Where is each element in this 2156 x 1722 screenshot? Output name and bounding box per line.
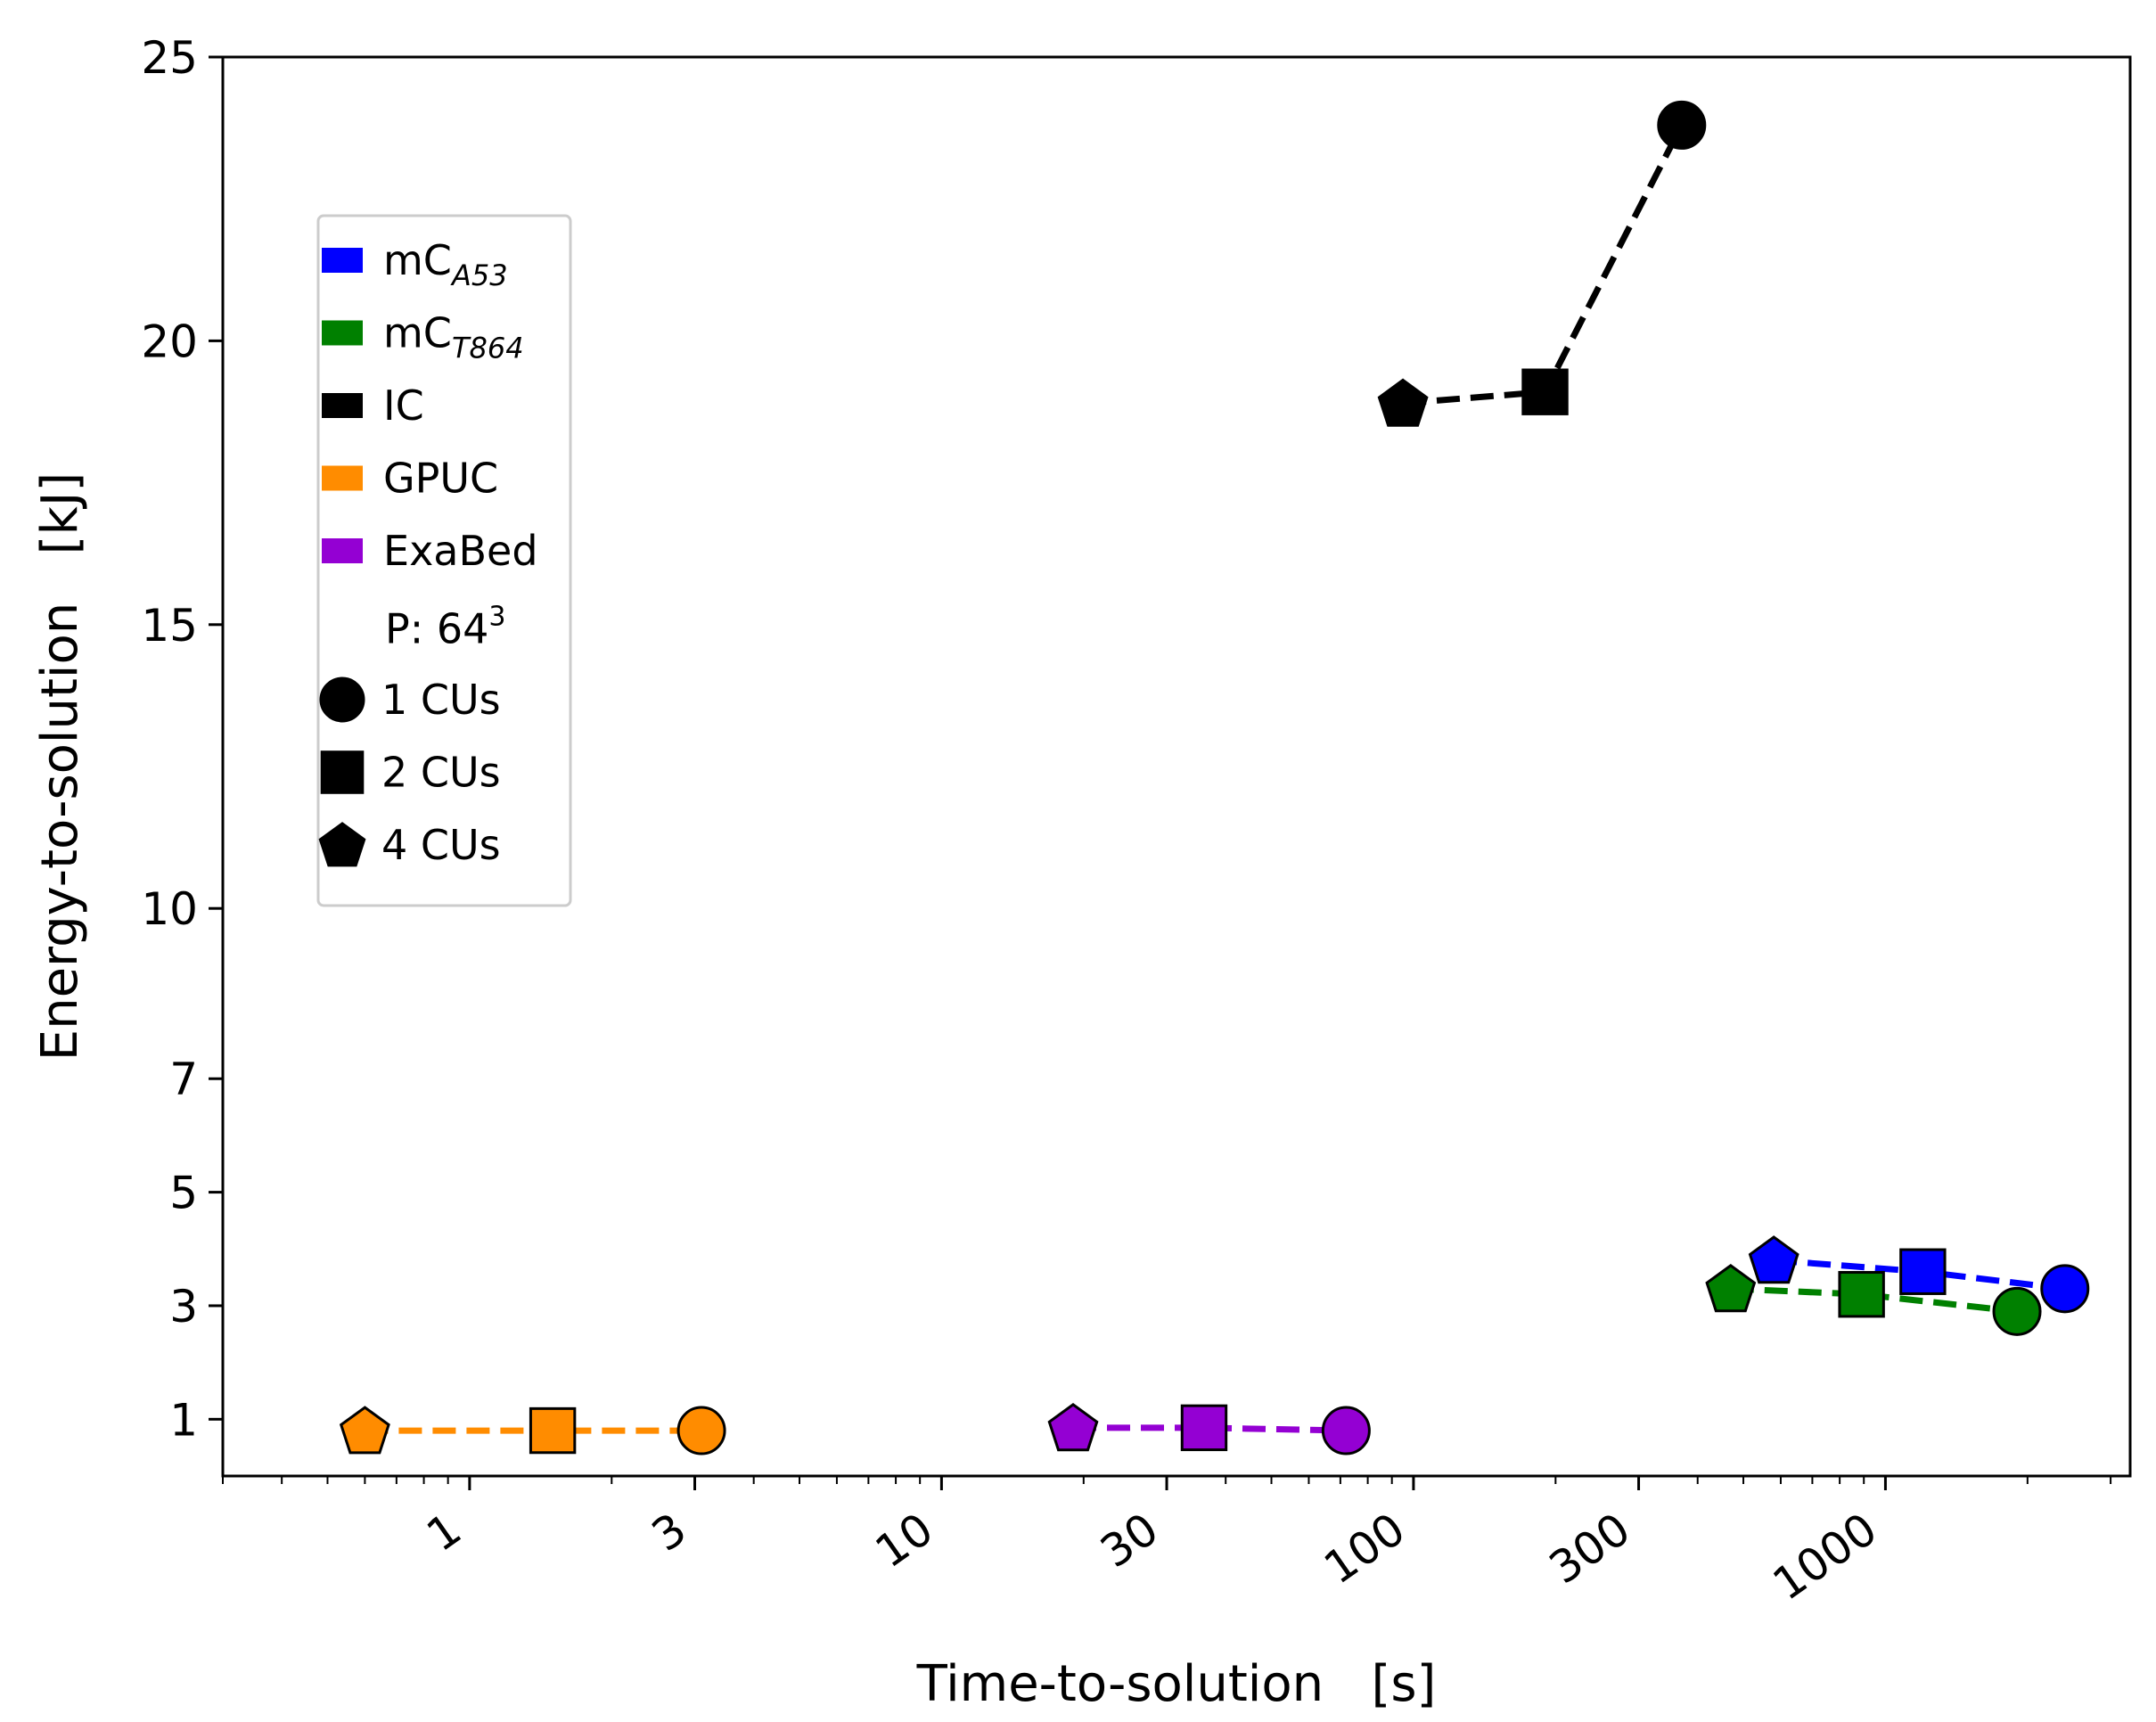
legend-label-ic: IC — [383, 381, 424, 430]
data-point-exabed — [1321, 1406, 1371, 1456]
x-tick-label: 30 — [1092, 1503, 1168, 1578]
data-point-mc-t864 — [1705, 1264, 1757, 1313]
y-tick-label: 3 — [169, 1281, 198, 1332]
y-tick-label: 15 — [141, 600, 198, 652]
x-tick-label: 10 — [866, 1503, 942, 1578]
data-point-mc-a53 — [2040, 1264, 2090, 1314]
data-point-ic — [1377, 378, 1429, 427]
series-line-mc-t864 — [1730, 1285, 2018, 1315]
x-axis-ticks: 1 3 10 30 100 300 1000 — [222, 1476, 2112, 1611]
x-axis-label: Time-to-solution [s] — [916, 1655, 1437, 1713]
x-tick-label: 3 — [643, 1503, 695, 1562]
series-markers — [339, 100, 2090, 1456]
y-axis-ticks: 1 3 5 7 10 15 20 25 — [141, 32, 223, 1446]
y-tick-label: 20 — [141, 316, 198, 367]
legend-marker-label-square: 2 CUs — [381, 749, 501, 797]
data-point-ic — [1657, 100, 1707, 150]
legend-swatch-ic — [322, 393, 363, 418]
data-point-mc-a53 — [1899, 1248, 1947, 1295]
series-line-exabed — [1073, 1424, 1347, 1434]
y-tick-label: 7 — [169, 1054, 198, 1105]
data-point-mc-a53 — [1748, 1235, 1799, 1284]
legend-swatch-gpuc — [322, 465, 363, 491]
x-tick-label: 100 — [1315, 1503, 1414, 1594]
legend-box — [316, 214, 572, 907]
legend-marker-square — [320, 750, 365, 794]
legend-label-exabed: ExaBed — [383, 527, 538, 575]
data-point-gpuc — [676, 1406, 726, 1456]
data-point-ic — [1521, 368, 1569, 415]
y-axis-label: Energy-to-solution [kJ] — [31, 472, 89, 1062]
legend-swatch-mc-t864 — [322, 320, 363, 346]
legend-label-gpuc: GPUC — [383, 455, 498, 503]
legend-marker-label-pentagon: 4 CUs — [381, 821, 501, 869]
y-tick-label: 5 — [169, 1168, 198, 1219]
legend-marker-label-circle: 1 CUs — [381, 676, 501, 724]
legend-swatch-exabed — [322, 538, 363, 563]
legend-marker-pentagon — [318, 822, 366, 867]
legend-swatch-mc-a53 — [322, 248, 363, 273]
x-tick-label: 1 — [417, 1503, 470, 1562]
legend-label-mc-a53: mCA53 — [383, 236, 508, 292]
legend-label-mc-t864: mCT864 — [383, 309, 524, 365]
x-tick-label: 1000 — [1764, 1503, 1887, 1610]
y-tick-label: 25 — [141, 32, 198, 84]
data-point-exabed — [1047, 1403, 1099, 1452]
plot-frame — [221, 55, 2132, 1478]
data-point-mc-t864 — [1992, 1286, 2042, 1336]
data-point-exabed — [1180, 1404, 1228, 1452]
legend-marker-title: P: 643 — [385, 602, 506, 653]
legend: mCA53 mCT864 IC GPUC ExaBed P: 643 1 CUs 2 CUs 4… — [316, 214, 572, 907]
y-tick-label: 1 — [169, 1394, 198, 1446]
x-tick-label: 300 — [1540, 1503, 1639, 1594]
data-point-gpuc — [529, 1406, 577, 1455]
data-point-gpuc — [339, 1406, 390, 1455]
y-tick-label: 10 — [141, 883, 198, 935]
legend-marker-circle — [319, 676, 365, 723]
data-point-mc-t864 — [1838, 1271, 1885, 1318]
